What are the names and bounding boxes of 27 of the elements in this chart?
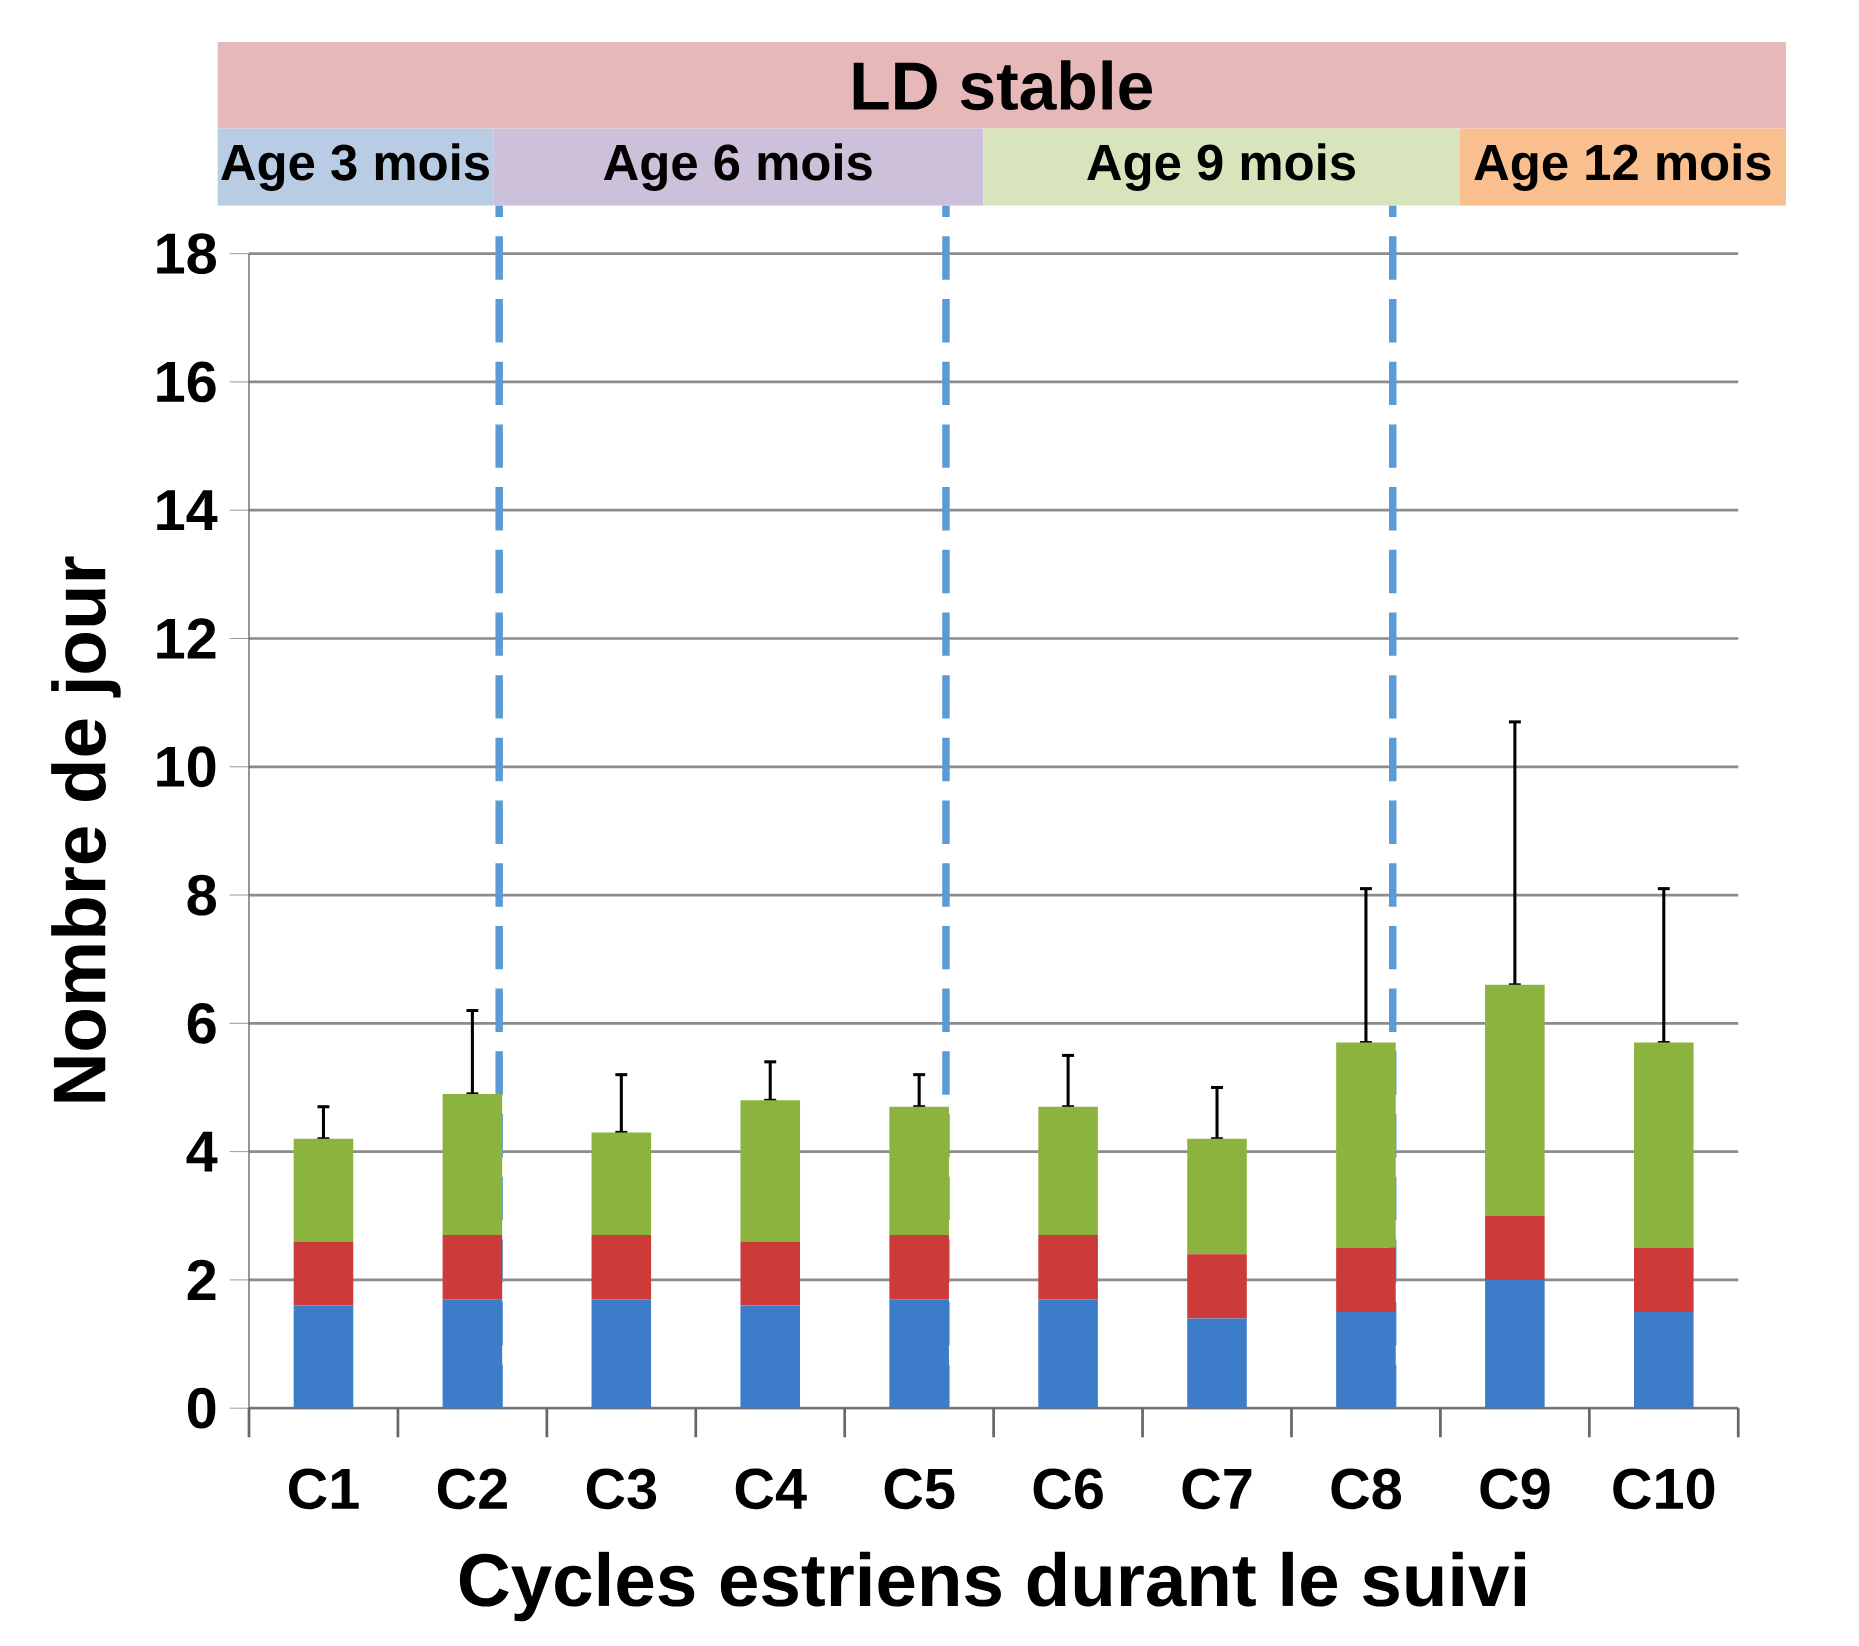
y-tick-label: 8 (187, 874, 216, 916)
text: Age 6 mois (603, 143, 872, 191)
x-tick-label: C8 (1331, 1468, 1402, 1510)
text: Age 9 mois (1087, 143, 1355, 191)
y-tick-label: 0 (187, 1387, 216, 1429)
x-tick-label: C7 (1182, 1468, 1252, 1510)
x-tick-label: C2 (437, 1468, 507, 1510)
y-axis-title: Nombre de jour (51, 556, 121, 1102)
x-tick-label: C4 (735, 1468, 807, 1510)
x-tick-label: C3 (586, 1468, 657, 1510)
text: Age 3 mois (221, 143, 489, 191)
x-tick-label: C6 (1033, 1468, 1103, 1510)
y-tick-label: 16 (157, 361, 216, 403)
x-tick-label: C9 (1480, 1468, 1550, 1510)
y-tick-label: 10 (157, 746, 216, 787)
x-tick-label: C5 (884, 1468, 955, 1510)
x-axis-title: Cycles estriens durant le suivi (459, 1551, 1525, 1622)
y-tick-label: 14 (157, 490, 218, 530)
x-tick-label: C1 (288, 1468, 359, 1510)
y-tick-label: 12 (157, 618, 216, 659)
text: Age 12 mois (1474, 143, 1771, 191)
y-tick-label: 6 (187, 1002, 216, 1044)
text: LD stable (853, 60, 1153, 110)
y-tick-label: 4 (186, 1131, 218, 1172)
x-tick-label: C10 (1613, 1468, 1715, 1510)
y-tick-label: 18 (157, 233, 216, 274)
y-tick-label: 2 (187, 1259, 216, 1300)
